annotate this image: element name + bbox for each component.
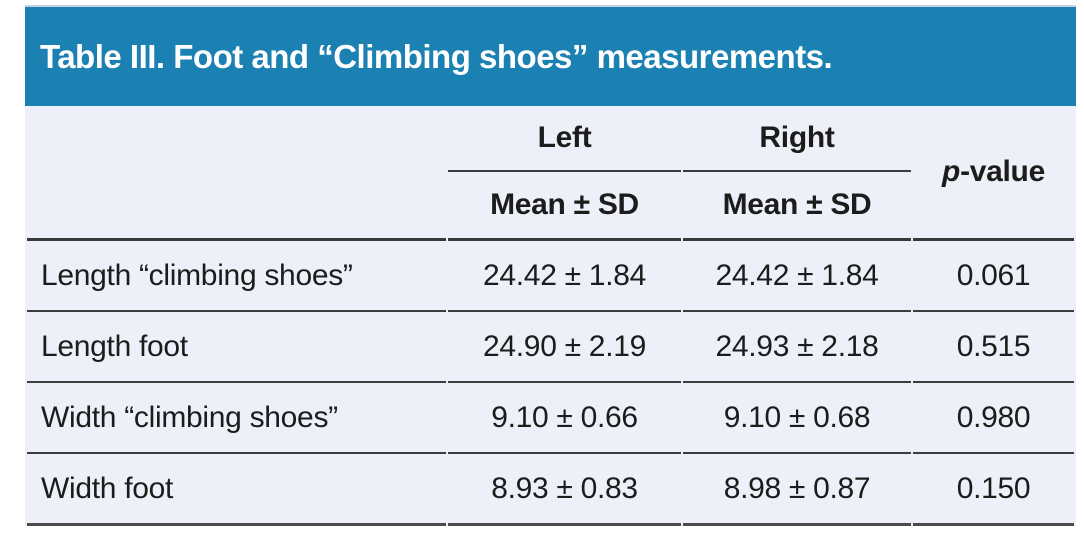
header-spacer-cell xyxy=(27,172,446,241)
subheader-mean-sd-left: Mean ± SD xyxy=(448,172,681,241)
table-card: Table III. Foot and “Climbing shoes” mea… xyxy=(25,5,1076,526)
table-body: Length “climbing shoes” 24.42 ± 1.84 24.… xyxy=(27,241,1074,526)
cell-left-mean-sd: 9.10 ± 0.66 xyxy=(448,383,681,454)
table-row: Width foot 8.93 ± 0.83 8.98 ± 0.87 0.150 xyxy=(27,454,1074,526)
cell-right-mean-sd: 24.42 ± 1.84 xyxy=(683,241,911,312)
measurements-table: Left Right p-value Mean ± SD Mean ± SD L… xyxy=(25,106,1076,526)
row-label: Width foot xyxy=(27,454,446,526)
row-label: Length foot xyxy=(27,312,446,383)
row-label: Length “climbing shoes” xyxy=(27,241,446,312)
cell-right-mean-sd: 24.93 ± 2.18 xyxy=(683,312,911,383)
cell-left-mean-sd: 8.93 ± 0.83 xyxy=(448,454,681,526)
table-title-banner: Table III. Foot and “Climbing shoes” mea… xyxy=(25,5,1076,106)
row-label: Width “climbing shoes” xyxy=(27,383,446,454)
table-row: Width “climbing shoes” 9.10 ± 0.66 9.10 … xyxy=(27,383,1074,454)
table-header: Left Right p-value Mean ± SD Mean ± SD xyxy=(27,106,1074,241)
column-header-pvalue: p-value xyxy=(913,106,1074,241)
cell-left-mean-sd: 24.42 ± 1.84 xyxy=(448,241,681,312)
cell-right-mean-sd: 9.10 ± 0.68 xyxy=(683,383,911,454)
table-row: Length “climbing shoes” 24.42 ± 1.84 24.… xyxy=(27,241,1074,312)
cell-pvalue: 0.515 xyxy=(913,312,1074,383)
cell-pvalue: 0.061 xyxy=(913,241,1074,312)
subheader-mean-sd-right: Mean ± SD xyxy=(683,172,911,241)
header-subheader-row: Mean ± SD Mean ± SD xyxy=(27,172,1074,241)
pvalue-suffix: -value xyxy=(960,155,1045,188)
pvalue-italic-p: p xyxy=(942,155,961,188)
header-group-row: Left Right p-value xyxy=(27,106,1074,241)
table-row: Length foot 24.90 ± 2.19 24.93 ± 2.18 0.… xyxy=(27,312,1074,383)
column-header-left: Left xyxy=(448,106,681,172)
table-title: Table III. Foot and “Climbing shoes” mea… xyxy=(40,37,833,75)
column-header-right: Right xyxy=(683,106,911,172)
cell-right-mean-sd: 8.98 ± 0.87 xyxy=(683,454,911,526)
header-spacer-cell xyxy=(27,106,446,172)
cell-left-mean-sd: 24.90 ± 2.19 xyxy=(448,312,681,383)
cell-pvalue: 0.980 xyxy=(913,383,1074,454)
cell-pvalue: 0.150 xyxy=(913,454,1074,526)
